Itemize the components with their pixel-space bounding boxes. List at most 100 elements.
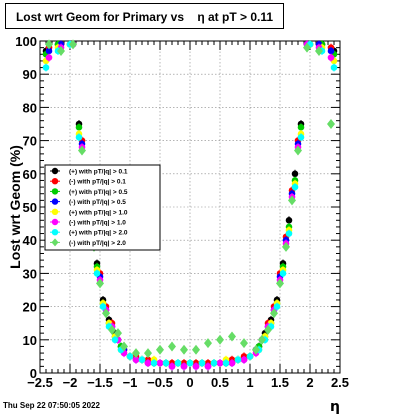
data-point xyxy=(132,348,140,359)
legend-label: (+) with pT/|q| > 0.1 xyxy=(69,169,128,176)
legend-label: (-) with pT/|q| > 0.5 xyxy=(69,199,126,206)
data-point xyxy=(327,119,335,129)
data-point xyxy=(288,195,296,206)
legend-marker xyxy=(51,188,59,195)
legend-label: (-) with pT/|q| > 1.0 xyxy=(69,220,126,227)
data-point xyxy=(222,359,230,367)
data-point xyxy=(252,344,260,355)
data-point xyxy=(162,359,170,367)
x-tick-label: 1.5 xyxy=(271,375,289,390)
data-point xyxy=(327,54,335,61)
data-point xyxy=(132,356,140,364)
data-point xyxy=(45,47,53,55)
data-point xyxy=(204,338,212,349)
data-point xyxy=(174,359,182,367)
x-tick-label: −0.5 xyxy=(147,375,173,390)
data-point xyxy=(192,344,200,355)
data-point xyxy=(114,328,122,339)
y-tick-label: 10 xyxy=(23,333,37,348)
data-point xyxy=(315,45,323,56)
x-tick-label: −2.5 xyxy=(27,375,53,390)
data-point xyxy=(144,348,152,359)
data-point xyxy=(78,145,86,156)
data-point xyxy=(45,54,53,61)
data-point xyxy=(303,42,311,53)
timestamp-footer: Thu Sep 22 07:50:05 2022 xyxy=(3,401,100,410)
x-axis-label: η xyxy=(330,399,340,414)
legend-marker xyxy=(51,178,59,185)
x-tick-label: 2.5 xyxy=(331,375,349,390)
y-tick-label: 0 xyxy=(30,366,37,381)
y-tick-label: 40 xyxy=(23,233,37,248)
legend-box xyxy=(44,164,161,251)
x-tick-label: −1 xyxy=(123,375,138,390)
data-point xyxy=(228,359,236,367)
legend-marker xyxy=(51,167,59,175)
data-point xyxy=(327,47,335,55)
data-point xyxy=(93,270,101,277)
title-box: Lost wrt Geom for Primary vs η at pT > 0… xyxy=(5,3,284,29)
data-point xyxy=(111,336,119,344)
x-tick-label: 2 xyxy=(306,375,313,390)
data-point xyxy=(75,133,83,141)
legend-marker xyxy=(51,218,59,226)
data-point xyxy=(279,270,287,277)
legend-label: (+) with pT/|q| > 1.0 xyxy=(69,209,128,216)
data-point xyxy=(69,39,77,50)
x-tick-label: −1.5 xyxy=(87,375,113,390)
legend-marker xyxy=(51,238,59,247)
data-point xyxy=(330,64,338,71)
data-point xyxy=(294,145,302,156)
data-point xyxy=(75,124,83,131)
data-point xyxy=(126,353,134,360)
data-point xyxy=(144,359,152,367)
legend-marker xyxy=(51,229,59,236)
data-point xyxy=(276,278,284,289)
data-point xyxy=(42,64,50,71)
data-point xyxy=(204,363,212,370)
data-point xyxy=(273,303,281,310)
legend-label: (-) with pT/|q| > 2.0 xyxy=(69,240,126,247)
data-point xyxy=(285,216,293,224)
data-point xyxy=(297,133,305,141)
data-point xyxy=(180,363,188,370)
data-point xyxy=(156,359,164,367)
legend: (+) with pT/|q| > 0.1 (-) with pT/|q| > 0… xyxy=(44,164,161,251)
data-point xyxy=(228,331,236,342)
y-tick-label: 90 xyxy=(23,67,37,82)
data-point xyxy=(282,241,290,252)
legend-marker xyxy=(51,198,59,205)
y-tick-label: 50 xyxy=(23,200,37,215)
y-axis-label: Lost wrt Geom (%) xyxy=(7,145,23,269)
x-tick-label: 1 xyxy=(246,375,253,390)
data-point xyxy=(192,363,200,370)
y-tick-label: 80 xyxy=(23,100,37,115)
data-point xyxy=(240,338,248,349)
legend-marker xyxy=(51,208,59,215)
data-point xyxy=(186,359,194,367)
data-point xyxy=(216,359,224,367)
data-point xyxy=(270,308,278,319)
data-point xyxy=(102,308,110,319)
data-point xyxy=(240,356,248,364)
data-point xyxy=(138,356,146,364)
y-tick-label: 70 xyxy=(23,134,37,149)
data-point xyxy=(291,183,299,191)
data-point xyxy=(210,359,218,367)
x-tick-label: 0 xyxy=(186,375,193,390)
data-point xyxy=(57,45,65,56)
data-point xyxy=(198,359,206,367)
data-point xyxy=(168,363,176,370)
data-point xyxy=(297,124,305,131)
x-tick-label: 0.5 xyxy=(211,375,229,390)
data-point xyxy=(180,344,188,355)
data-point xyxy=(234,356,242,364)
y-tick-label: 20 xyxy=(23,300,37,315)
y-tick-label: 100 xyxy=(15,34,37,49)
data-point xyxy=(285,230,293,237)
data-point xyxy=(258,334,266,345)
data-point xyxy=(168,341,176,352)
legend-label: (-) with pT/|q| > 0.1 xyxy=(69,179,126,186)
data-point xyxy=(108,324,116,335)
